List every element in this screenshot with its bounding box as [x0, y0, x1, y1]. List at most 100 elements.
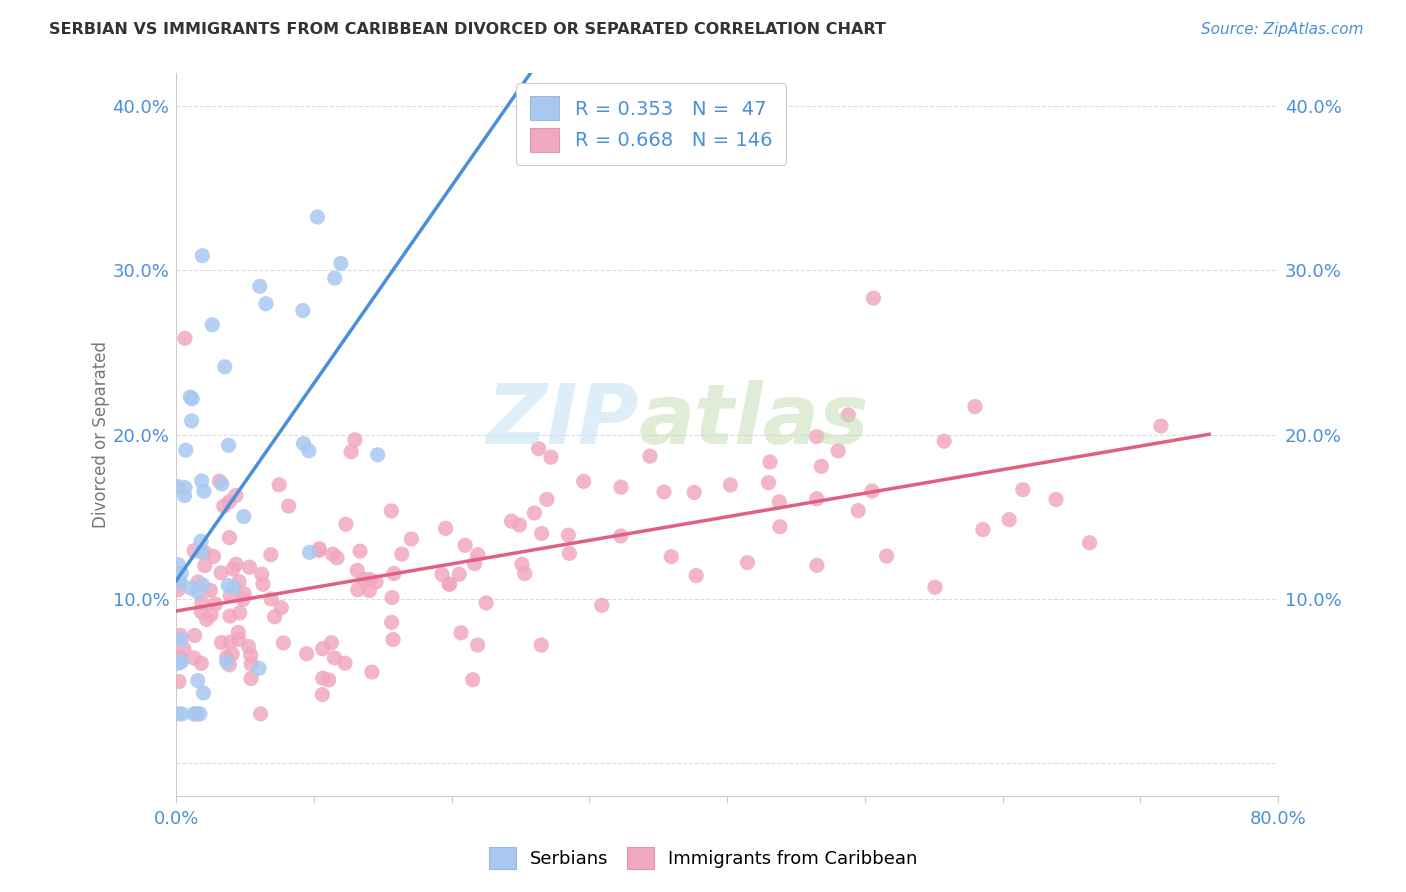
- Point: [167, 582, 190, 597]
- Text: atlas: atlas: [638, 380, 869, 460]
- Point: [263, 609, 285, 624]
- Point: [381, 591, 404, 605]
- Point: [228, 574, 250, 589]
- Point: [201, 318, 224, 332]
- Text: Source: ZipAtlas.com: Source: ZipAtlas.com: [1201, 22, 1364, 37]
- Point: [1150, 419, 1173, 434]
- Point: [187, 584, 209, 599]
- Point: [998, 513, 1021, 527]
- Point: [591, 599, 613, 613]
- Point: [768, 495, 790, 509]
- Point: [572, 475, 595, 489]
- Point: [167, 657, 190, 671]
- Point: [225, 558, 247, 572]
- Point: [461, 673, 484, 687]
- Point: [810, 459, 832, 474]
- Point: [218, 438, 240, 452]
- Point: [381, 615, 404, 630]
- Point: [222, 581, 245, 595]
- Point: [557, 528, 579, 542]
- Point: [737, 556, 759, 570]
- Point: [226, 625, 249, 640]
- Point: [430, 567, 453, 582]
- Point: [211, 477, 233, 491]
- Point: [827, 443, 849, 458]
- Point: [190, 545, 212, 559]
- Point: [179, 390, 201, 404]
- Point: [191, 249, 214, 263]
- Point: [215, 650, 238, 665]
- Point: [233, 587, 256, 601]
- Point: [312, 671, 335, 685]
- Point: [183, 543, 205, 558]
- Point: [295, 647, 318, 661]
- Point: [232, 509, 254, 524]
- Point: [683, 485, 706, 500]
- Point: [170, 706, 193, 721]
- Point: [252, 577, 274, 591]
- Point: [167, 558, 190, 572]
- Point: [204, 597, 226, 611]
- Point: [340, 444, 363, 458]
- Point: [530, 638, 553, 652]
- Point: [218, 494, 240, 508]
- Point: [167, 706, 190, 721]
- Point: [323, 271, 346, 285]
- Point: [260, 591, 283, 606]
- Point: [180, 581, 202, 595]
- Point: [349, 544, 371, 558]
- Point: [170, 632, 193, 647]
- Point: [170, 566, 193, 580]
- Point: [437, 577, 460, 591]
- Point: [610, 480, 633, 494]
- Point: [249, 706, 271, 721]
- Point: [346, 582, 368, 597]
- Point: [190, 534, 212, 549]
- Point: [311, 641, 333, 656]
- Point: [382, 632, 405, 647]
- Point: [475, 596, 498, 610]
- Point: [758, 475, 780, 490]
- Point: [215, 655, 238, 669]
- Point: [335, 517, 357, 532]
- Point: [167, 576, 190, 591]
- Point: [359, 583, 381, 598]
- Point: [218, 531, 240, 545]
- Point: [191, 578, 214, 592]
- Point: [806, 558, 828, 573]
- Point: [228, 632, 250, 647]
- Point: [193, 484, 215, 499]
- Point: [806, 491, 828, 506]
- Point: [292, 436, 315, 450]
- Point: [353, 573, 375, 587]
- Point: [318, 673, 340, 687]
- Text: SERBIAN VS IMMIGRANTS FROM CARIBBEAN DIVORCED OR SEPARATED CORRELATION CHART: SERBIAN VS IMMIGRANTS FROM CARIBBEAN DIV…: [49, 22, 886, 37]
- Point: [311, 688, 333, 702]
- Point: [307, 210, 329, 224]
- Point: [249, 279, 271, 293]
- Point: [260, 548, 283, 562]
- Point: [1078, 535, 1101, 549]
- Point: [221, 647, 243, 661]
- Point: [434, 521, 457, 535]
- Point: [806, 430, 828, 444]
- Point: [298, 443, 321, 458]
- Point: [467, 638, 489, 652]
- Point: [450, 625, 472, 640]
- Point: [277, 499, 299, 513]
- Point: [439, 577, 461, 591]
- Point: [326, 550, 349, 565]
- Point: [209, 566, 232, 580]
- Point: [187, 673, 209, 688]
- Point: [190, 657, 212, 671]
- Point: [173, 641, 195, 656]
- Point: [270, 600, 292, 615]
- Point: [501, 514, 523, 528]
- Point: [467, 548, 489, 562]
- Point: [195, 612, 218, 626]
- Point: [454, 538, 477, 552]
- Point: [308, 543, 330, 558]
- Point: [269, 478, 291, 492]
- Point: [183, 706, 205, 721]
- Point: [1045, 492, 1067, 507]
